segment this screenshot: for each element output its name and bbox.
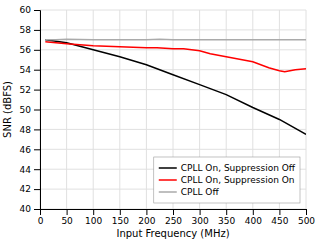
- tick-label: 52: [20, 85, 31, 95]
- tick-label: 44: [20, 165, 32, 175]
- legend-frame: [154, 157, 300, 203]
- series-group: [45, 39, 306, 134]
- x-axis: 0 50 100 150 200 250 300 350 400 450 500: [38, 209, 316, 226]
- tick-label: 50: [20, 105, 32, 115]
- tick-label: 250: [165, 216, 182, 226]
- tick: 52: [20, 85, 40, 95]
- tick-mark: [279, 209, 280, 215]
- grid: [40, 10, 306, 209]
- tick-label: 42: [20, 184, 31, 194]
- tick-mark: [93, 209, 94, 215]
- tick-mark: [34, 110, 40, 111]
- tick-mark: [34, 70, 40, 71]
- tick: 250: [165, 209, 182, 226]
- chart: 0 50 100 150 200 250 300 350 400 450 500 40 42 44 46 48…: [0, 0, 318, 243]
- tick-mark: [226, 209, 227, 215]
- tick-mark: [34, 169, 40, 170]
- tick-label: 54: [20, 65, 32, 75]
- tick: 60: [20, 5, 40, 15]
- tick-label: 300: [192, 216, 209, 226]
- grid-line-y: [40, 89, 306, 90]
- tick-mark: [173, 209, 174, 215]
- tick-label: 350: [218, 216, 235, 226]
- tick: 400: [245, 209, 262, 226]
- legend-swatch: [159, 179, 177, 181]
- grid-line-y: [40, 29, 306, 30]
- tick: 44: [20, 165, 40, 175]
- y-axis-title: SNR (dBFS): [2, 81, 13, 138]
- tick-mark: [34, 189, 40, 190]
- tick: 0: [38, 209, 44, 226]
- tick: 350: [218, 209, 235, 226]
- grid-line-y: [40, 129, 306, 130]
- series-line: [45, 39, 306, 41]
- x-axis-title: Input Frequency (MHz): [116, 228, 229, 239]
- tick: 50: [61, 209, 73, 226]
- tick: 54: [20, 65, 40, 75]
- tick-mark: [253, 209, 254, 215]
- tick-label: 50: [61, 216, 73, 226]
- grid-line-y: [40, 69, 306, 70]
- series-line: [45, 42, 306, 72]
- tick: 42: [20, 184, 40, 194]
- legend-label: CPLL Off: [181, 187, 220, 197]
- axis-line: [41, 210, 307, 216]
- tick: 46: [20, 145, 40, 155]
- tick-label: 400: [245, 216, 262, 226]
- series-line: [45, 40, 306, 135]
- y-axis: 40 42 44 46 48 50 52 54 56 58 60: [20, 5, 41, 214]
- grid-line-y: [40, 109, 306, 110]
- legend-swatch: [159, 167, 177, 169]
- tick-label: 500: [298, 216, 315, 226]
- axis-line: [34, 11, 41, 210]
- tick-label: 40: [20, 204, 32, 214]
- grid-line-y: [40, 149, 306, 150]
- tick-label: 60: [20, 5, 32, 15]
- tick: 48: [20, 125, 40, 135]
- tick-mark: [34, 149, 40, 150]
- legend-label: CPLL On, Suppression On: [181, 175, 295, 185]
- tick-mark: [34, 30, 40, 31]
- tick-mark: [34, 10, 40, 11]
- tick-mark: [120, 209, 121, 215]
- tick-label: 58: [20, 25, 32, 35]
- legend-item: CPLL Off: [159, 187, 220, 197]
- legend-item: CPLL On, Suppression Off: [159, 163, 296, 173]
- legend: CPLL On, Suppression Off CPLL On, Suppres…: [154, 157, 300, 203]
- plot-area: 0 50 100 150 200 250 300 350 400 450 500 40 42 44 46 48…: [20, 5, 316, 226]
- tick-label: 200: [138, 216, 155, 226]
- legend-item: CPLL On, Suppression On: [159, 175, 295, 185]
- tick: 50: [20, 105, 40, 115]
- tick-mark: [146, 209, 147, 215]
- tick: 56: [20, 45, 40, 55]
- tick: 200: [138, 209, 155, 226]
- tick-label: 150: [112, 216, 129, 226]
- tick-mark: [34, 209, 40, 210]
- tick: 40: [20, 204, 40, 214]
- legend-label: CPLL On, Suppression Off: [181, 163, 296, 173]
- tick-label: 48: [20, 125, 32, 135]
- tick-mark: [306, 209, 307, 215]
- tick: 100: [85, 209, 102, 226]
- tick-label: 100: [85, 216, 102, 226]
- tick: 450: [271, 209, 288, 226]
- tick: 500: [298, 209, 315, 226]
- tick-label: 0: [38, 216, 44, 226]
- tick: 150: [112, 209, 129, 226]
- tick-mark: [34, 129, 40, 130]
- tick-mark: [34, 50, 40, 51]
- tick-label: 450: [271, 216, 288, 226]
- legend-swatch: [159, 191, 177, 193]
- tick-mark: [67, 209, 68, 215]
- tick: 300: [192, 209, 209, 226]
- tick: 58: [20, 25, 40, 35]
- tick-mark: [34, 90, 40, 91]
- tick-label: 56: [20, 45, 32, 55]
- grid-line-y: [40, 10, 306, 11]
- tick-mark: [200, 209, 201, 215]
- tick-label: 46: [20, 145, 32, 155]
